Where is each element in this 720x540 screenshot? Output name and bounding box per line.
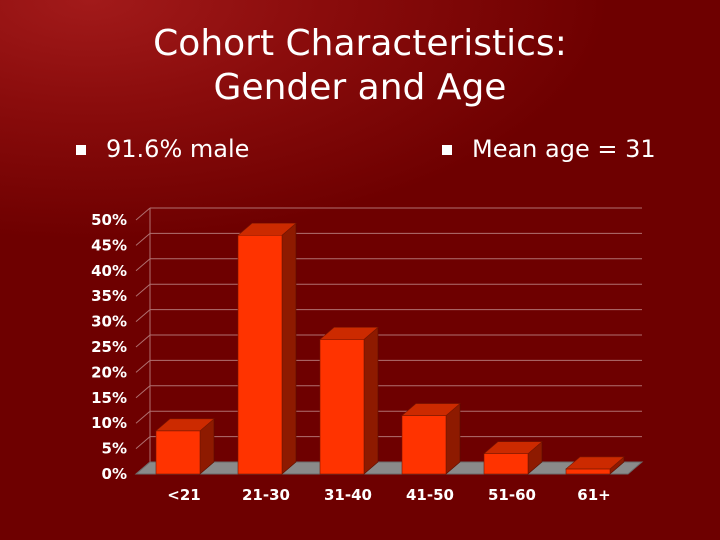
bar-side <box>363 326 379 475</box>
bar-front <box>319 339 365 475</box>
bar-top <box>483 441 543 454</box>
square-bullet-icon <box>76 145 86 155</box>
bar <box>237 222 297 475</box>
gridline-side <box>135 385 151 399</box>
bar-front <box>483 453 529 475</box>
gridline-side <box>135 233 151 246</box>
bar-top <box>565 456 625 470</box>
bars-layer <box>155 222 625 475</box>
slide-title: Cohort Characteristics: Gender and Age <box>0 22 720 110</box>
bullet-male-share: 91.6% male <box>76 134 249 164</box>
y-tick-label: 15% <box>91 389 127 407</box>
square-bullet-icon <box>442 145 452 155</box>
gridline-side <box>135 360 151 373</box>
y-tick-label: 10% <box>91 414 127 432</box>
x-tick-label: 51-60 <box>488 486 536 504</box>
bullet-text: 91.6% male <box>106 135 250 163</box>
bar-front <box>565 468 611 475</box>
y-tick-label: 0% <box>102 465 127 483</box>
x-tick-label: 41-50 <box>406 486 454 504</box>
bar-side <box>281 222 297 475</box>
y-tick-label: 40% <box>91 262 127 280</box>
title-line-2: Gender and Age <box>213 67 507 108</box>
y-tick-label: 50% <box>91 211 127 229</box>
bar <box>483 441 543 475</box>
y-tick-label: 30% <box>91 313 127 331</box>
y-axis-tick-labels: 0% 5% 10% 15% 20% 25% 30% 35% 40% 45% 50% <box>91 211 127 483</box>
bar <box>155 418 215 475</box>
bar <box>319 326 379 475</box>
bar-top <box>401 403 461 416</box>
bar-top <box>237 222 297 236</box>
bar-front <box>155 430 201 475</box>
bar-front <box>237 234 283 475</box>
x-tick-label: 61+ <box>577 486 610 504</box>
gridline-side <box>135 207 151 221</box>
bar-front <box>401 415 447 475</box>
x-tick-label: <21 <box>167 486 200 504</box>
bullet-text: Mean age = 31 <box>472 135 656 163</box>
gridline-side <box>135 309 151 322</box>
y-tick-label: 5% <box>102 440 127 458</box>
x-axis-tick-labels: <21 21-30 31-40 41-50 51-60 61+ <box>167 486 610 504</box>
bar <box>401 402 461 475</box>
x-tick-label: 21-30 <box>242 486 290 504</box>
y-tick-label: 45% <box>91 236 127 254</box>
bar <box>565 456 625 475</box>
bar-top <box>155 418 215 432</box>
title-line-1: Cohort Characteristics: <box>153 23 567 64</box>
gridline-side <box>135 334 151 348</box>
y-tick-label: 20% <box>91 363 127 381</box>
y-tick-label: 35% <box>91 287 127 305</box>
gridline-side <box>135 283 151 297</box>
bar-top <box>319 327 379 340</box>
x-tick-label: 31-40 <box>324 486 372 504</box>
y-tick-label: 25% <box>91 338 127 356</box>
gridline-side <box>135 258 151 272</box>
bullet-mean-age: Mean age = 31 <box>442 134 656 164</box>
gridline-side <box>135 436 151 449</box>
gridline-side <box>135 410 151 424</box>
